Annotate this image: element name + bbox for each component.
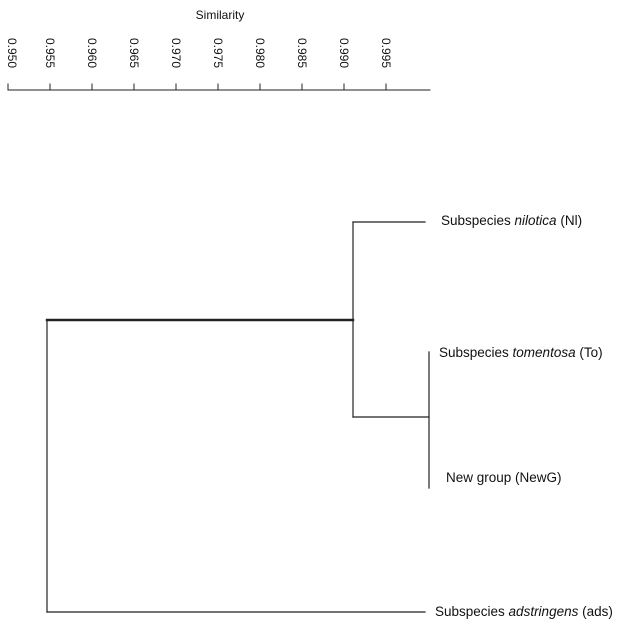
leaf-code: (Nl) [556, 213, 583, 228]
leaf-prefix: Subspecies [441, 213, 515, 228]
leaf-code: (ads) [578, 604, 613, 619]
leaf-label-new-group: New group (NewG) [446, 470, 562, 486]
leaf-taxon: adstringens [508, 604, 579, 619]
leaf-prefix: Subspecies [439, 345, 513, 360]
leaf-taxon: nilotica [514, 213, 557, 228]
leaf-label-tomentosa: Subspecies tomentosa (To) [439, 345, 603, 361]
leaf-code: New group (NewG) [446, 470, 562, 485]
leaf-taxon: tomentosa [512, 345, 576, 360]
leaf-label-adstringens: Subspecies adstringens (ads) [435, 604, 613, 620]
leaf-prefix: Subspecies [435, 604, 509, 619]
leaf-code: (To) [575, 345, 603, 360]
axis-title: Similarity [195, 8, 245, 22]
leaf-label-nilotica: Subspecies nilotica (Nl) [441, 213, 582, 229]
